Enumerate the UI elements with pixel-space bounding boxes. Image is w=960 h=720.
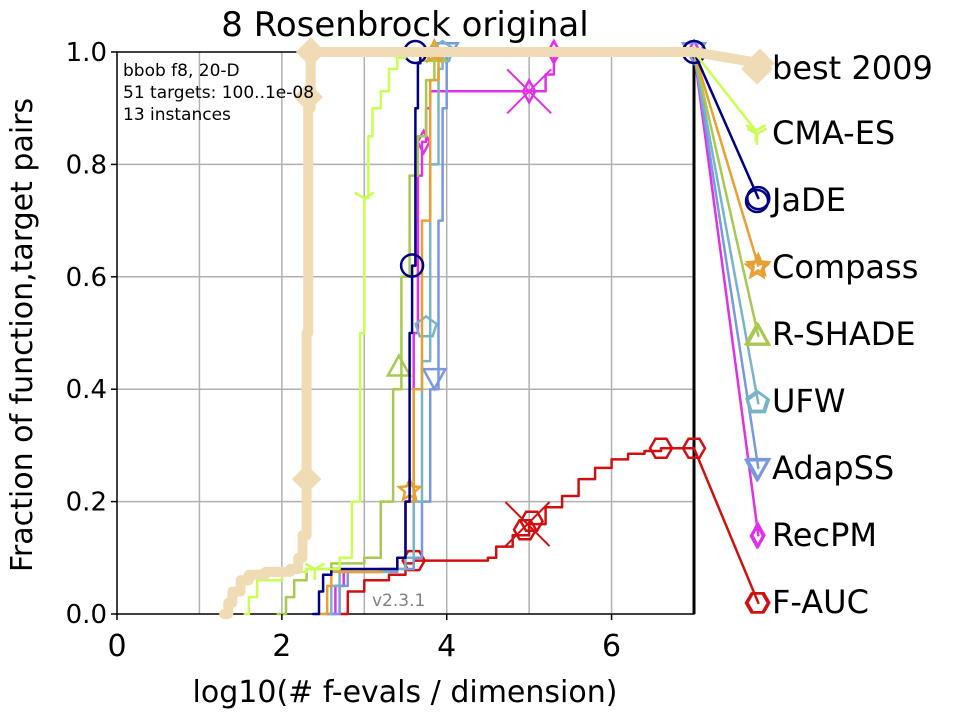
series-layer bbox=[219, 37, 775, 619]
annotation-instances: 13 instances bbox=[123, 105, 231, 125]
cross-marker bbox=[504, 501, 551, 547]
chart-title: 8 Rosenbrock original bbox=[221, 5, 588, 45]
x-tick-label: 6 bbox=[602, 629, 621, 664]
annotation-targets: 51 targets: 100..1e-08 bbox=[123, 83, 314, 103]
y-tick-label: 1.0 bbox=[66, 38, 107, 68]
series-line-cma-es bbox=[243, 50, 758, 616]
legend-label-best-2009: best 2009 bbox=[772, 49, 933, 87]
series-recpm bbox=[325, 38, 766, 616]
legend-label-cma-es: CMA-ES bbox=[772, 114, 895, 152]
legend-label-adapss: AdapSS bbox=[772, 449, 894, 487]
series-cma-es bbox=[243, 50, 767, 616]
legend-marker-recpm bbox=[749, 522, 765, 550]
series-line-best-2009 bbox=[219, 47, 765, 619]
series-best-2009 bbox=[219, 37, 775, 619]
legend-marker-jade bbox=[744, 188, 770, 214]
legend-item-compass: Compass bbox=[743, 248, 918, 286]
x-tick-labels: 0 2 4 6 bbox=[107, 614, 621, 664]
legend-label-compass: Compass bbox=[772, 248, 918, 286]
legend-label-r-shade: R-SHADE bbox=[772, 315, 916, 353]
legend-marker-r-shade bbox=[743, 321, 771, 346]
legend-marker-cma-es bbox=[746, 127, 768, 145]
series-ufw bbox=[321, 39, 771, 616]
legend-item-cma-es: CMA-ES bbox=[746, 114, 895, 152]
y-tick-label: 0.0 bbox=[66, 600, 107, 630]
legend-item-f-auc: F-AUC bbox=[744, 583, 869, 621]
y-tick-label: 0.6 bbox=[66, 263, 107, 293]
legend-item-recpm: RecPM bbox=[749, 516, 877, 554]
legend-item-best-2009: best 2009 bbox=[741, 49, 933, 87]
series-line-r-shade bbox=[276, 50, 760, 616]
x-axis-label: log10(# f-evals / dimension) bbox=[193, 675, 618, 710]
y-tick-label: 0.2 bbox=[66, 488, 107, 518]
y-tick-label: 0.4 bbox=[66, 375, 107, 405]
legend-marker-adapss bbox=[743, 458, 771, 483]
data-point-cma-es bbox=[354, 191, 375, 210]
legend-label-jade: JaDE bbox=[770, 181, 846, 219]
legend-marker-ufw bbox=[745, 389, 769, 413]
x-tick-label: 4 bbox=[437, 629, 456, 664]
legend-marker-best-2009 bbox=[741, 53, 773, 85]
legend-marker-f-auc bbox=[744, 592, 770, 614]
series-f-auc bbox=[338, 437, 771, 616]
legend-item-r-shade: R-SHADE bbox=[743, 315, 916, 353]
data-point-ufw bbox=[414, 314, 439, 338]
data-point-best-2009 bbox=[291, 464, 322, 494]
legend: best 2009 CMA-ES JaDE Compass R-SHADE UFW Adap… bbox=[741, 49, 933, 621]
data-point-f-auc bbox=[648, 437, 674, 459]
legend-item-adapss: AdapSS bbox=[743, 449, 894, 487]
x-tick-label: 2 bbox=[272, 629, 291, 664]
x-tick-label: 0 bbox=[107, 629, 126, 664]
data-point-f-auc bbox=[681, 437, 707, 459]
legend-label-ufw: UFW bbox=[772, 382, 845, 420]
legend-label-recpm: RecPM bbox=[772, 516, 877, 554]
data-point-jade bbox=[399, 253, 425, 278]
legend-marker-compass bbox=[743, 253, 771, 280]
data-point-r-shade bbox=[385, 353, 413, 377]
annotation-function: bbob f8, 20-D bbox=[123, 61, 240, 81]
legend-item-ufw: UFW bbox=[745, 382, 845, 420]
cross-markers bbox=[504, 68, 552, 547]
legend-label-f-auc: F-AUC bbox=[772, 583, 869, 621]
data-point-recpm bbox=[416, 128, 432, 156]
cross-marker bbox=[506, 68, 552, 115]
y-tick-label: 0.8 bbox=[66, 150, 107, 180]
series-compass bbox=[317, 37, 772, 616]
y-tick-labels: 0.0 0.2 0.4 0.6 0.8 1.0 bbox=[66, 38, 117, 630]
version-label: v2.3.1 bbox=[372, 591, 425, 611]
data-point-f-auc bbox=[519, 510, 545, 533]
data-point-best-2009 bbox=[295, 37, 326, 67]
data-point-compass bbox=[744, 251, 772, 278]
y-axis-label: Fraction of function,target pairs bbox=[5, 98, 40, 572]
data-point-cma-es bbox=[304, 562, 326, 581]
data-point-f-auc bbox=[401, 549, 427, 572]
legend-item-jade: JaDE bbox=[744, 181, 846, 219]
data-point-best-2009 bbox=[293, 82, 324, 112]
data-point-adapss bbox=[421, 367, 448, 392]
